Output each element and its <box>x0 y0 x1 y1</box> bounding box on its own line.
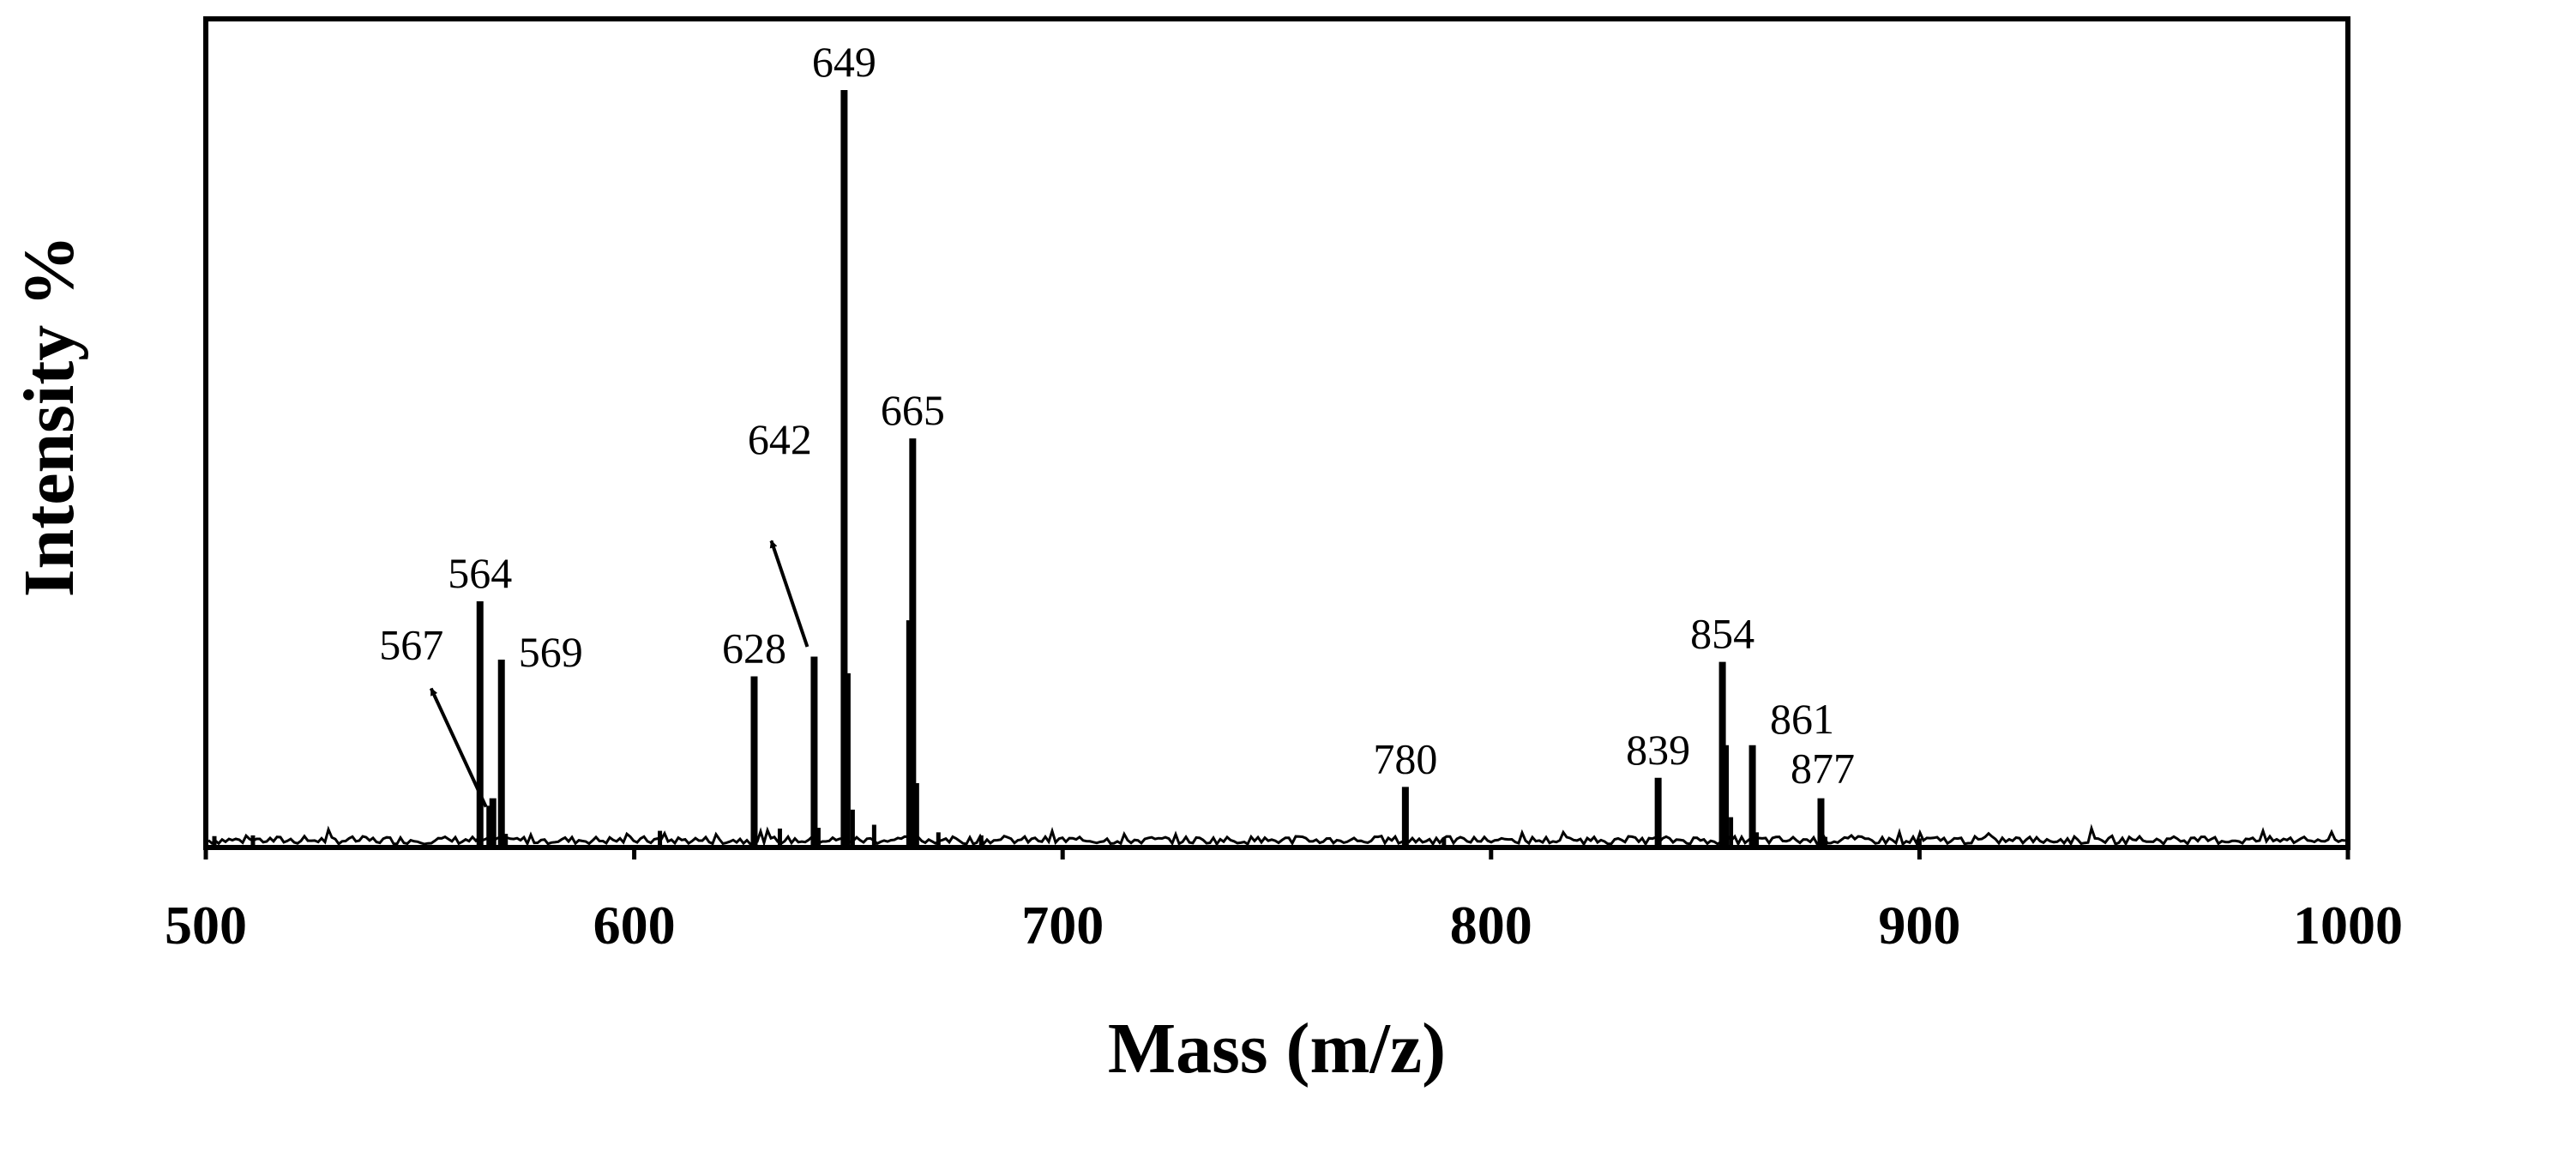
peak-label-861: 861 <box>1770 695 1834 743</box>
peak-label-642: 642 <box>748 415 812 463</box>
x-tick-label-700: 700 <box>1021 895 1104 956</box>
x-axis-title: Mass (m/z) <box>1108 1009 1446 1089</box>
annotation-arrows <box>429 540 810 808</box>
minor-peaks <box>212 620 1922 847</box>
x-tick-label-800: 800 <box>1450 895 1532 956</box>
arrow-567 <box>429 687 488 808</box>
peak-label-649: 649 <box>812 38 876 86</box>
x-axis-ticks: 500 600 700 800 900 1000 <box>165 847 2403 956</box>
peak-label-877: 877 <box>1791 745 1855 793</box>
peak-label-665: 665 <box>881 386 945 434</box>
x-tick-label-600: 600 <box>593 895 676 956</box>
baseline-noise <box>208 823 2346 847</box>
major-peaks <box>476 90 1825 847</box>
x-tick-label-900: 900 <box>1878 895 1960 956</box>
peak-label-569: 569 <box>519 628 583 676</box>
peak-label-780: 780 <box>1373 734 1437 782</box>
plot-frame <box>203 16 2350 850</box>
x-tick-label-1000: 1000 <box>2293 895 2403 956</box>
peak-label-567: 567 <box>379 620 443 668</box>
peak-label-628: 628 <box>722 624 786 672</box>
x-tick-label-500: 500 <box>165 895 247 956</box>
y-axis-title: Intensity % <box>9 235 89 597</box>
arrow-642 <box>769 540 810 648</box>
peak-label-564: 564 <box>448 549 512 597</box>
peak-label-854: 854 <box>1690 610 1754 658</box>
peak-label-839: 839 <box>1626 726 1690 774</box>
